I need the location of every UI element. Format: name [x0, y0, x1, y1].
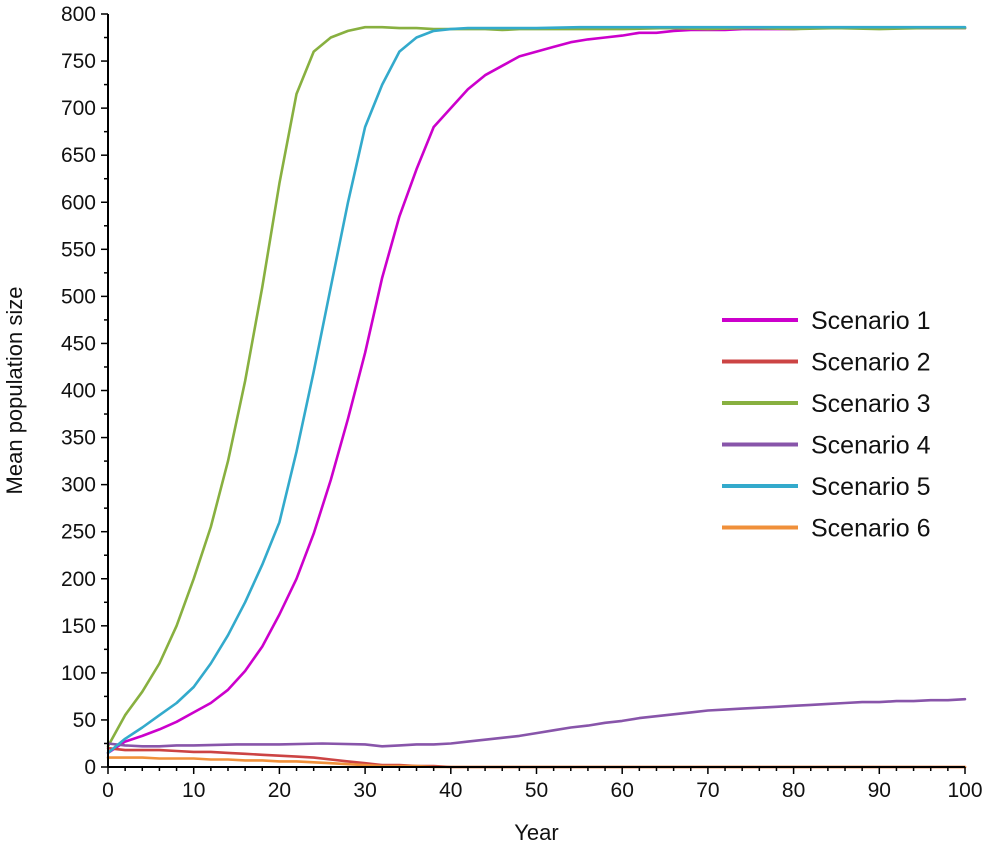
y-tick-label: 50 [73, 709, 96, 732]
series-line-scenario-2 [106, 746, 967, 769]
y-tick-label: 400 [61, 380, 96, 403]
legend-label: Scenario 6 [811, 515, 931, 543]
y-tick-label: 100 [61, 662, 96, 685]
x-tick-label: 50 [525, 779, 548, 802]
legend-label: Scenario 3 [811, 390, 931, 418]
x-tick-label: 90 [868, 779, 891, 802]
y-ticks: 0 50 100 150 200 250 300 350 400 450 500 550 600 650 7… [61, 3, 108, 779]
legend-label: Scenario 4 [811, 432, 931, 460]
x-tick-label: 10 [182, 779, 205, 802]
y-tick-label: 450 [61, 332, 96, 355]
x-tick-label: 40 [439, 779, 462, 802]
y-axis-title: Mean population size [2, 287, 27, 495]
x-tick-label: 80 [782, 779, 805, 802]
y-tick-label: 300 [61, 474, 96, 497]
x-ticks: 0 10 20 30 40 50 60 70 80 90 100 [102, 767, 983, 802]
x-tick-label: 30 [353, 779, 376, 802]
y-tick-label: 800 [61, 3, 96, 26]
series-line-scenario-6 [106, 756, 967, 769]
legend-label: Scenario 2 [811, 349, 931, 377]
y-tick-label: 0 [84, 756, 96, 779]
y-tick-label: 550 [61, 238, 96, 261]
x-tick-label: 0 [102, 779, 114, 802]
legend-label: Scenario 5 [811, 473, 931, 501]
x-tick-label: 20 [268, 779, 291, 802]
y-tick-label: 250 [61, 521, 96, 544]
y-tick-label: 700 [61, 97, 96, 120]
series-line-scenario-5 [106, 25, 967, 755]
series-line-scenario-4 [106, 697, 967, 748]
series-line-scenario-3 [106, 25, 967, 748]
y-tick-label: 200 [61, 568, 96, 591]
series-layer [106, 25, 967, 769]
x-tick-label: 60 [611, 779, 634, 802]
x-tick-label: 100 [947, 779, 982, 802]
y-tick-label: 600 [61, 191, 96, 214]
y-tick-label: 750 [61, 50, 96, 73]
y-tick-label: 500 [61, 285, 96, 308]
y-tick-label: 650 [61, 144, 96, 167]
y-tick-label: 350 [61, 427, 96, 450]
x-axis-title: Year [514, 820, 558, 845]
y-tick-label: 150 [61, 615, 96, 638]
legend: Scenario 1 Scenario 2 Scenario 3 Scenario 4… [722, 307, 931, 543]
legend-label: Scenario 1 [811, 307, 931, 335]
x-tick-label: 70 [696, 779, 719, 802]
